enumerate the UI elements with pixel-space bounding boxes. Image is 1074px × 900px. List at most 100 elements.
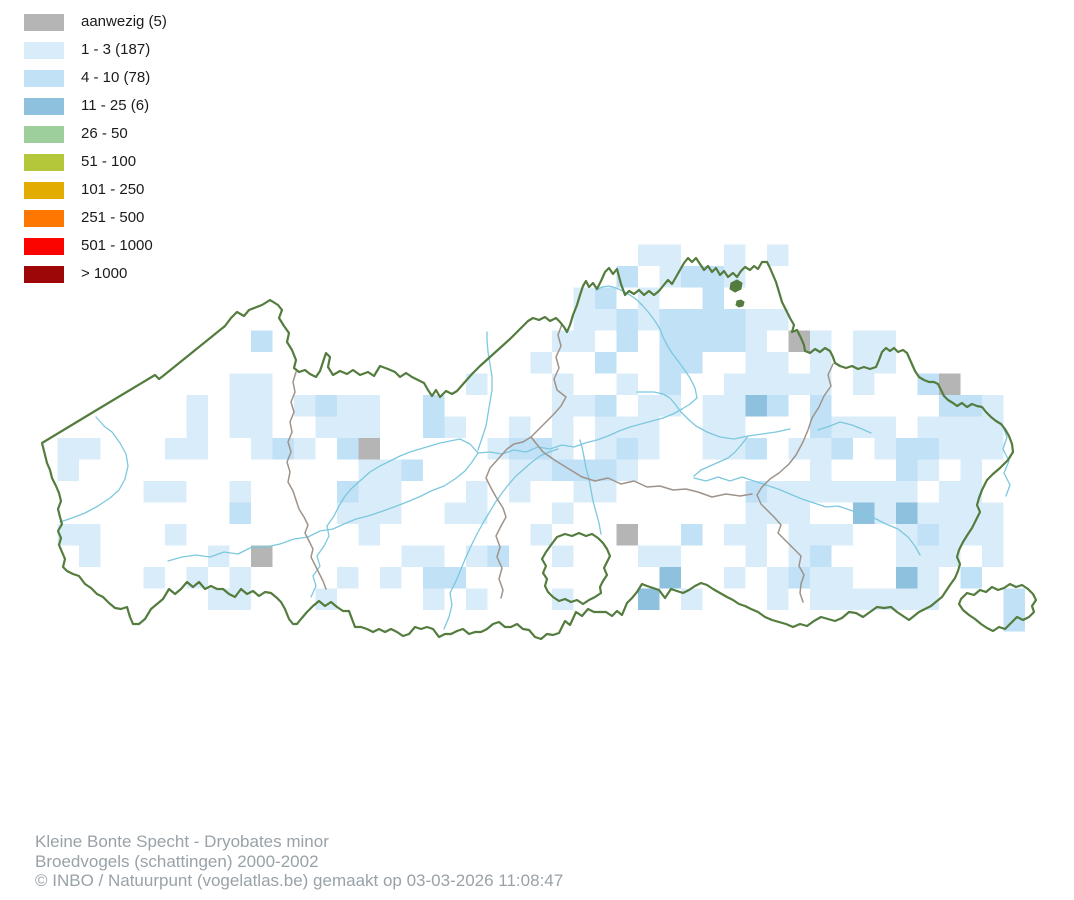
- legend-swatch: [24, 97, 64, 115]
- cell-4-10: [1003, 588, 1025, 610]
- cell-1-3: [810, 481, 832, 503]
- cell-1-3: [831, 588, 853, 610]
- cell-4-10: [616, 438, 638, 460]
- cell-1-3: [853, 330, 875, 352]
- cell-1-3: [788, 524, 810, 546]
- cell-1-3: [810, 459, 832, 481]
- enclave-mark: [729, 279, 743, 293]
- cell-aanwezig: [358, 438, 380, 460]
- cell-1-3: [638, 416, 660, 438]
- legend-item: 251 - 500: [24, 204, 167, 232]
- cell-1-3: [896, 524, 918, 546]
- cell-1-3: [810, 588, 832, 610]
- cell-1-3: [423, 588, 445, 610]
- cell-1-3: [552, 502, 574, 524]
- river-line: [167, 452, 479, 562]
- cell-1-3: [745, 373, 767, 395]
- cell-1-3: [960, 481, 982, 503]
- cell-1-3: [165, 524, 187, 546]
- cell-1-3: [896, 588, 918, 610]
- cell-4-10: [659, 352, 681, 374]
- cell-1-3: [939, 438, 961, 460]
- cell-1-3: [143, 481, 165, 503]
- cell-1-3: [380, 502, 402, 524]
- cell-1-3: [530, 524, 552, 546]
- cell-4-10: [831, 438, 853, 460]
- cell-4-10: [960, 395, 982, 417]
- cell-1-3: [380, 481, 402, 503]
- cell-1-3: [552, 438, 574, 460]
- cell-1-3: [767, 244, 789, 266]
- cell-1-3: [208, 545, 230, 567]
- cell-1-3: [530, 352, 552, 374]
- cell-1-3: [810, 330, 832, 352]
- cell-4-10: [509, 438, 531, 460]
- river-line: [636, 391, 791, 440]
- legend-label: 501 - 1000: [81, 237, 153, 254]
- province-border: [485, 323, 567, 599]
- legend-swatch: [24, 181, 64, 199]
- cell-1-3: [552, 416, 574, 438]
- legend-item: 4 - 10 (78): [24, 64, 167, 92]
- legend-item: 11 - 25 (6): [24, 92, 167, 120]
- map-caption: Kleine Bonte Specht - Dryobates minor Br…: [35, 832, 563, 891]
- cell-1-3: [853, 588, 875, 610]
- cell-1-3: [251, 416, 273, 438]
- caption-survey: Broedvogels (schattingen) 2000-2002: [35, 851, 319, 871]
- cell-1-3: [57, 524, 79, 546]
- cell-4-10: [595, 395, 617, 417]
- cell-1-3: [358, 524, 380, 546]
- cell-1-3: [573, 309, 595, 331]
- cell-1-3: [767, 373, 789, 395]
- cell-4-10: [659, 309, 681, 331]
- province-border: [530, 436, 753, 498]
- legend-item: aanwezig (5): [24, 8, 167, 36]
- legend-label: 11 - 25 (6): [81, 97, 150, 114]
- cell-4-10: [251, 330, 273, 352]
- river-line: [477, 285, 698, 455]
- cell-4-10: [702, 330, 724, 352]
- cell-1-3: [788, 545, 810, 567]
- cell-4-10: [229, 502, 251, 524]
- legend-label: 51 - 100: [81, 153, 137, 170]
- cell-4-10: [681, 330, 703, 352]
- cell-4-10: [896, 438, 918, 460]
- cell-4-10: [702, 309, 724, 331]
- cell-1-3: [810, 524, 832, 546]
- cell-1-3: [552, 330, 574, 352]
- cell-1-3: [788, 502, 810, 524]
- cell-1-3: [358, 459, 380, 481]
- river-line: [59, 416, 129, 523]
- cell-11-25: [896, 502, 918, 524]
- cell-1-3: [831, 567, 853, 589]
- cell-4-10: [659, 373, 681, 395]
- cell-4-10: [659, 330, 681, 352]
- cell-4-10: [917, 438, 939, 460]
- region-outline: [957, 582, 1038, 633]
- cell-1-3: [638, 395, 660, 417]
- cell-1-3: [681, 588, 703, 610]
- cell-1-3: [466, 588, 488, 610]
- cell-1-3: [724, 416, 746, 438]
- cell-1-3: [186, 416, 208, 438]
- legend-swatch: [24, 13, 64, 31]
- cell-1-3: [358, 416, 380, 438]
- cell-1-3: [57, 438, 79, 460]
- cell-4-10: [423, 567, 445, 589]
- cell-1-3: [444, 502, 466, 524]
- cell-1-3: [831, 524, 853, 546]
- cell-1-3: [874, 438, 896, 460]
- cell-4-10: [681, 524, 703, 546]
- cell-1-3: [745, 545, 767, 567]
- cell-1-3: [315, 588, 337, 610]
- province-border: [286, 371, 327, 590]
- cell-11-25: [745, 395, 767, 417]
- cell-1-3: [595, 416, 617, 438]
- cell-1-3: [745, 352, 767, 374]
- cell-1-3: [616, 373, 638, 395]
- legend-swatch: [24, 41, 64, 59]
- river-line: [443, 448, 559, 630]
- cell-1-3: [874, 416, 896, 438]
- legend-label: 4 - 10 (78): [81, 69, 151, 86]
